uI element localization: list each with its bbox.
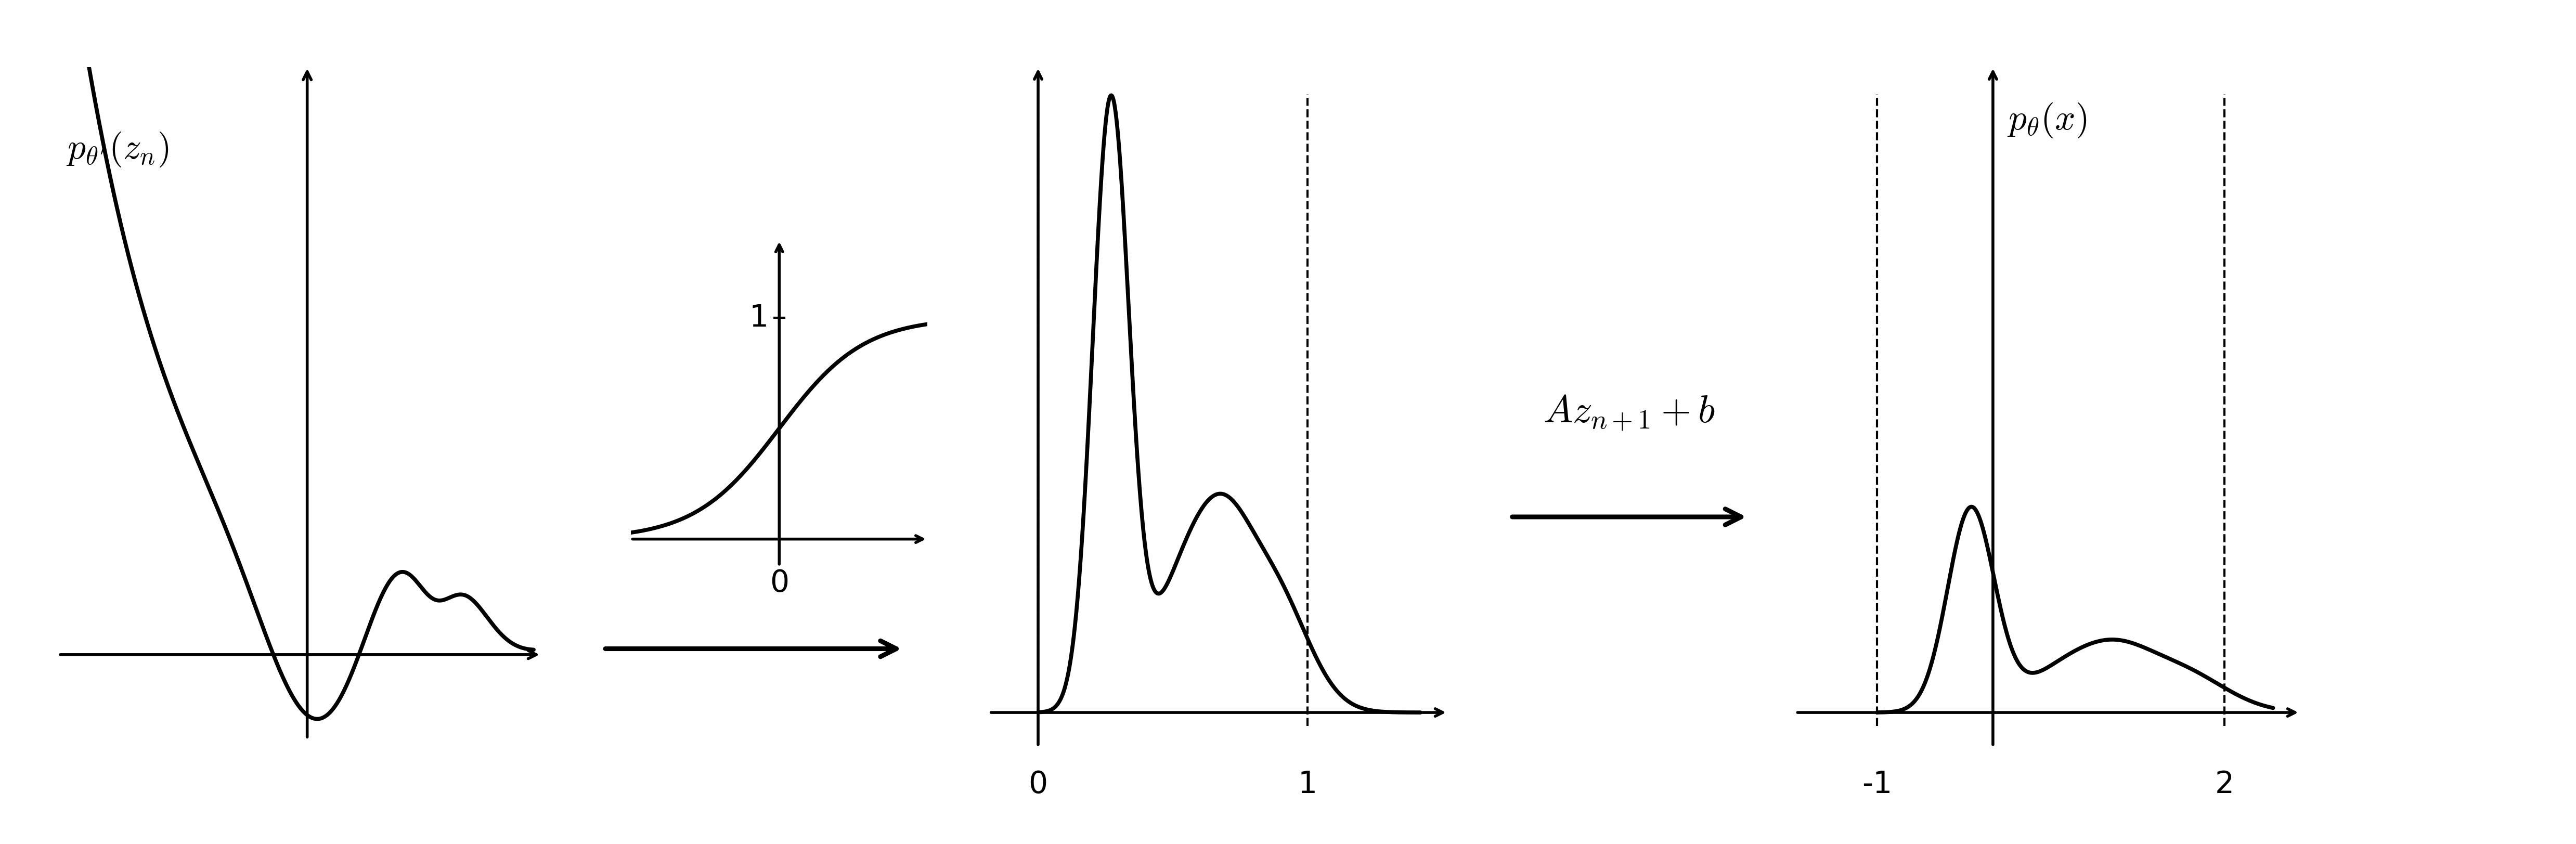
Text: 0: 0 xyxy=(770,568,788,598)
Text: 0: 0 xyxy=(1028,769,1048,798)
Text: $p_{\theta}(x)$: $p_{\theta}(x)$ xyxy=(2007,101,2087,139)
Text: 1: 1 xyxy=(750,303,768,333)
Text: -1: -1 xyxy=(1862,769,1893,798)
Text: 2: 2 xyxy=(2215,769,2233,798)
Text: 1: 1 xyxy=(1298,769,1316,798)
Text: $Az_{n+1}+b$: $Az_{n+1}+b$ xyxy=(1543,393,1716,432)
Text: $p_{\theta^{\prime}}(z_n)$: $p_{\theta^{\prime}}(z_n)$ xyxy=(67,131,170,169)
